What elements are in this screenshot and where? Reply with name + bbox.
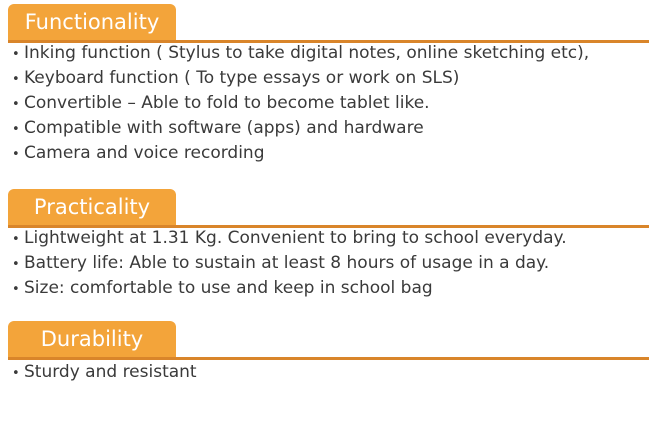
section-divider bbox=[8, 225, 649, 228]
bullet-icon: • bbox=[12, 282, 20, 297]
section-divider bbox=[8, 40, 649, 43]
bullet-icon: • bbox=[12, 366, 20, 381]
list-item: • Size: comfortable to use and keep in sc… bbox=[12, 276, 567, 301]
practicality-list: • Lightweight at 1.31 Kg. Convenient to b… bbox=[12, 226, 567, 301]
bullet-icon: • bbox=[12, 147, 20, 162]
list-item: • Lightweight at 1.31 Kg. Convenient to b… bbox=[12, 226, 567, 251]
bullet-icon: • bbox=[12, 97, 20, 112]
section-title-practicality: Practicality bbox=[8, 189, 176, 225]
section-divider bbox=[8, 357, 649, 360]
list-item: • Inking function ( Stylus to take digita… bbox=[12, 41, 589, 66]
list-item: • Camera and voice recording bbox=[12, 141, 589, 166]
list-item: • Compatible with software (apps) and har… bbox=[12, 116, 589, 141]
bullet-icon: • bbox=[12, 122, 20, 137]
list-item: • Battery life: Able to sustain at least … bbox=[12, 251, 567, 276]
section-title-functionality: Functionality bbox=[8, 4, 176, 40]
functionality-list: • Inking function ( Stylus to take digita… bbox=[12, 41, 589, 166]
bullet-icon: • bbox=[12, 232, 20, 247]
list-item: • Sturdy and resistant bbox=[12, 360, 197, 385]
durability-list: • Sturdy and resistant bbox=[12, 360, 197, 385]
bullet-icon: • bbox=[12, 47, 20, 62]
section-title-durability: Durability bbox=[8, 321, 176, 357]
list-item: • Convertible – Able to fold to become ta… bbox=[12, 91, 589, 116]
bullet-icon: • bbox=[12, 72, 20, 87]
list-item: • Keyboard function ( To type essays or w… bbox=[12, 66, 589, 91]
bullet-icon: • bbox=[12, 257, 20, 272]
